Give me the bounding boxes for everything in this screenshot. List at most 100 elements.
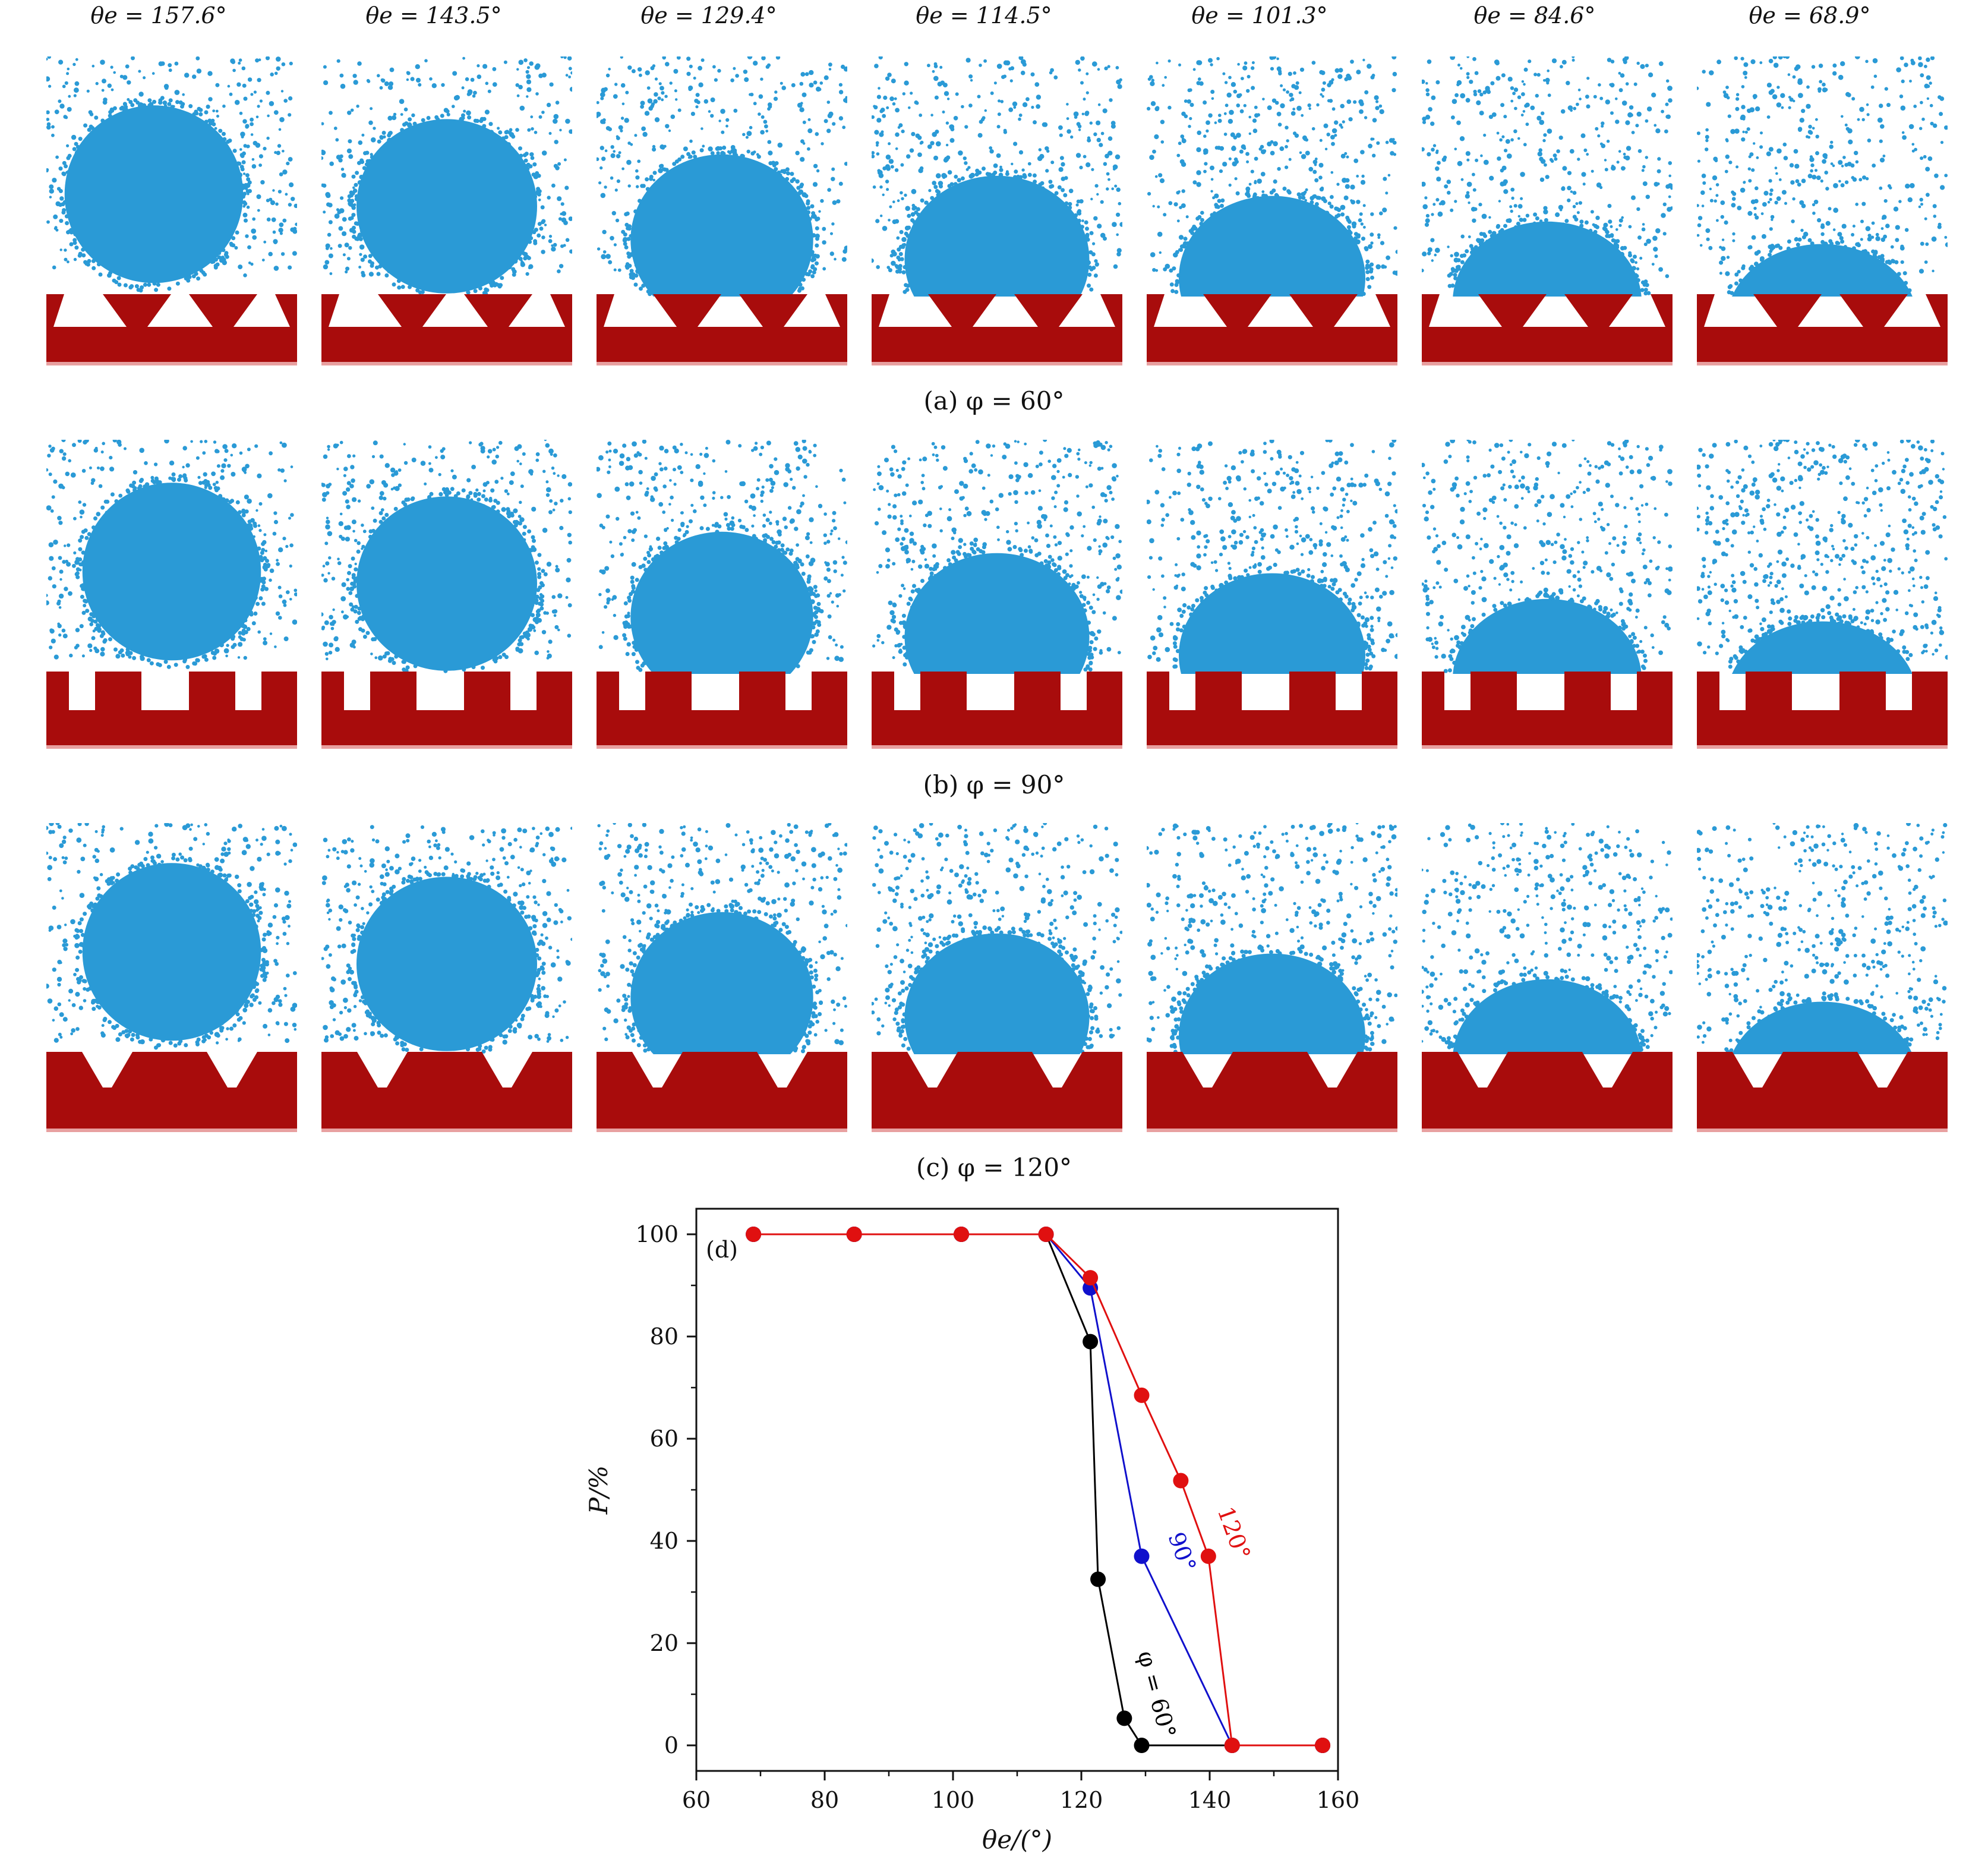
data-point [1038, 1227, 1054, 1242]
series-label: 90° [1163, 1528, 1201, 1575]
series-label: 120° [1213, 1503, 1256, 1563]
column-header: θe = 157.6° [90, 2, 227, 29]
substrate [1147, 294, 1397, 365]
water-droplet [904, 175, 1090, 297]
md-snapshot [597, 56, 847, 365]
md-snapshot [46, 440, 297, 749]
data-point [746, 1227, 762, 1242]
x-tick-label: 60 [682, 1787, 711, 1813]
snapshot-panel [872, 823, 1122, 1132]
y-tick-label: 60 [650, 1426, 679, 1452]
substrate [597, 672, 847, 749]
series-line [753, 1233, 1323, 1747]
md-snapshot [321, 440, 572, 749]
substrate [321, 672, 572, 749]
snapshot-panel [46, 823, 297, 1132]
series-line [753, 1233, 1323, 1747]
y-tick-label: 0 [664, 1732, 679, 1758]
y-axis-title: P/% [584, 1465, 613, 1515]
md-snapshot [1147, 440, 1397, 749]
panel-label: (d) [706, 1237, 738, 1263]
series-line [753, 1233, 1323, 1747]
data-point [846, 1227, 862, 1242]
md-snapshot [597, 823, 847, 1132]
chart-panel-d: 60 80 100 120 140 160 0 20 40 60 80 100 θe/(°) P/% (d)… [535, 1183, 1402, 1866]
snapshot-panel [1697, 823, 1948, 1132]
substrate [1697, 294, 1948, 365]
md-snapshot [46, 56, 297, 365]
column-header: θe = 68.9° [1749, 2, 1871, 29]
x-axis-title: θe/(°) [982, 1825, 1052, 1854]
snapshot-panel [597, 823, 847, 1132]
substrate [46, 672, 297, 749]
snapshot-panel [321, 823, 572, 1132]
x-tick-label: 100 [932, 1787, 975, 1813]
md-snapshot [321, 825, 572, 1132]
snapshot-panel [1697, 440, 1948, 749]
substrate [597, 1052, 847, 1132]
data-point [1134, 1548, 1150, 1564]
data-point [1090, 1571, 1106, 1587]
series-label: φ = 60° [1132, 1648, 1181, 1741]
md-snapshot [872, 440, 1122, 749]
md-snapshot [46, 823, 297, 1132]
substrate [872, 672, 1122, 749]
substrate [1697, 1052, 1948, 1132]
md-snapshot [1422, 823, 1673, 1132]
data-point [1116, 1710, 1132, 1726]
md-snapshot [1697, 440, 1948, 749]
data-point [1224, 1738, 1240, 1753]
md-snapshot [1147, 823, 1397, 1132]
water-droplet [1179, 196, 1365, 297]
water-droplet [1732, 244, 1913, 297]
substrate [321, 1052, 572, 1132]
md-snapshot [597, 440, 847, 749]
x-tick-label: 160 [1317, 1787, 1360, 1813]
snapshot-panel [1147, 56, 1397, 365]
data-point [1315, 1738, 1331, 1753]
y-tick-label: 20 [650, 1630, 679, 1656]
water-droplet [1453, 221, 1642, 297]
water-droplet [630, 912, 813, 1054]
snapshot-panel [321, 56, 572, 365]
data-point [1134, 1738, 1150, 1753]
x-tick-label: 140 [1188, 1787, 1232, 1813]
md-snapshot [1422, 56, 1673, 365]
y-tick-label: 80 [650, 1323, 679, 1350]
md-snapshot [321, 56, 572, 365]
water-droplet [630, 154, 813, 297]
snapshot-panel [1422, 440, 1673, 749]
water-droplet [82, 863, 261, 1041]
water-droplet [1453, 979, 1642, 1054]
snapshot-panel [597, 56, 847, 365]
substrate [1422, 1052, 1673, 1132]
water-droplet [1179, 953, 1365, 1054]
water-droplet [1179, 573, 1365, 674]
data-point [1134, 1387, 1150, 1403]
water-droplet [64, 105, 244, 283]
y-tick-label: 100 [635, 1221, 679, 1247]
snapshot-panel [872, 56, 1122, 365]
water-droplet [1732, 1001, 1913, 1054]
x-tick-label: 80 [810, 1787, 839, 1813]
data-point [954, 1227, 970, 1242]
snapshot-panel [46, 440, 297, 749]
snapshot-panel [1147, 440, 1397, 749]
snapshot-panel [1697, 56, 1948, 365]
water-droplet [1453, 598, 1642, 674]
md-snapshot [1422, 440, 1673, 749]
row-caption-b: (b) φ = 90° [923, 770, 1065, 799]
substrate [1697, 672, 1948, 749]
water-droplet [356, 119, 537, 294]
water-droplet [904, 553, 1090, 674]
md-snapshot [1147, 56, 1397, 365]
snapshot-panel [597, 440, 847, 749]
water-droplet [356, 496, 537, 671]
column-header: θe = 129.4° [640, 2, 777, 29]
water-droplet [356, 877, 537, 1051]
substrate [597, 294, 847, 365]
row-caption-a: (a) φ = 60° [923, 386, 1065, 415]
substrate [872, 294, 1122, 365]
snapshot-panel [1422, 823, 1673, 1132]
substrate [46, 1052, 297, 1132]
